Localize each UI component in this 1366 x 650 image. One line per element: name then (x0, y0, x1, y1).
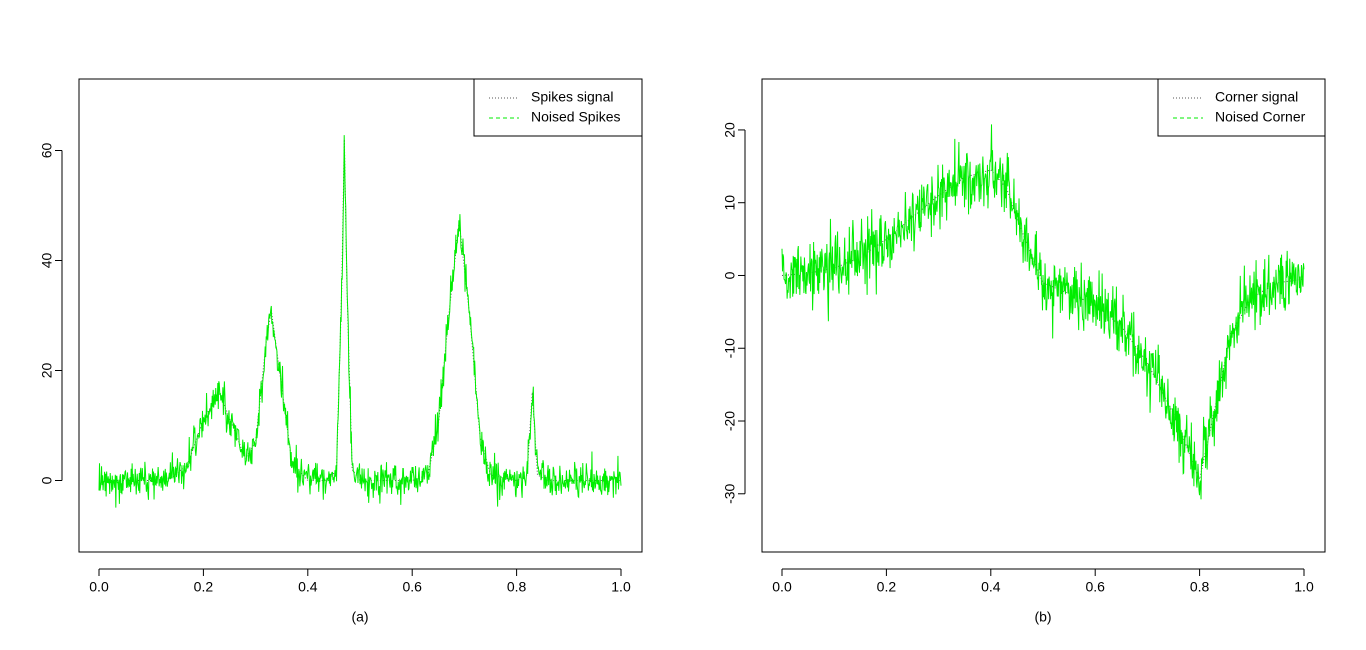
legend: Spikes signal Noised Spikes (473, 78, 643, 137)
x-tick-label: 0.2 (194, 579, 214, 595)
legend: Corner signal Noised Corner (1157, 78, 1326, 137)
x-tick-label: 0.6 (1085, 579, 1105, 595)
y-tick-label: 20 (39, 363, 55, 379)
x-tick-label: 0.6 (402, 579, 422, 595)
series-group (98, 135, 622, 508)
legend-box (473, 78, 643, 137)
y-tick-label: 40 (39, 253, 55, 269)
y-tick-label: -10 (722, 338, 738, 358)
chart-b: 0.0 0.2 0.4 0.6 0.8 1.0 -30 -20 -10 0 10 20 (b) Corne… (722, 78, 1326, 625)
y-tick-label: -30 (722, 483, 738, 503)
legend-label: Corner signal (1215, 89, 1298, 105)
x-tick-label: 0.8 (1190, 579, 1210, 595)
y-tick-label: 60 (39, 143, 55, 159)
x-axis: 0.0 0.2 0.4 0.6 0.8 1.0 (89, 568, 631, 595)
series-line-0 (99, 139, 621, 482)
x-tick-label: 0.4 (981, 579, 1001, 595)
series-group (781, 124, 1305, 500)
legend-label: Spikes signal (531, 89, 614, 105)
series-line-1 (781, 124, 1305, 500)
series-line-1 (98, 135, 622, 508)
x-tick-label: 1.0 (611, 579, 631, 595)
y-tick-label: -20 (722, 411, 738, 431)
legend-box (1157, 78, 1326, 137)
plot-frame (78, 78, 643, 553)
x-tick-label: 0.2 (877, 579, 897, 595)
x-tick-label: 0.0 (772, 579, 792, 595)
chart-a: 0.0 0.2 0.4 0.6 0.8 1.0 0 20 40 60 (a) Spikes signa… (39, 78, 643, 625)
x-tick-label: 0.0 (89, 579, 109, 595)
plot-frame (761, 78, 1326, 553)
x-axis: 0.0 0.2 0.4 0.6 0.8 1.0 (772, 568, 1314, 595)
y-axis: 0 20 40 60 (39, 143, 63, 484)
y-axis: -30 -20 -10 0 10 20 (722, 122, 746, 504)
y-tick-label: 20 (722, 122, 738, 138)
legend-label: Noised Corner (1215, 109, 1306, 125)
y-tick-label: 0 (722, 271, 738, 279)
chart-caption: (b) (1034, 609, 1051, 625)
x-tick-label: 0.8 (507, 579, 527, 595)
x-tick-label: 1.0 (1294, 579, 1314, 595)
legend-label: Noised Spikes (531, 109, 621, 125)
y-tick-label: 10 (722, 195, 738, 211)
chart-caption: (a) (351, 609, 368, 625)
y-tick-label: 0 (39, 476, 55, 484)
series-line-0 (781, 169, 1305, 481)
x-tick-label: 0.4 (298, 579, 318, 595)
